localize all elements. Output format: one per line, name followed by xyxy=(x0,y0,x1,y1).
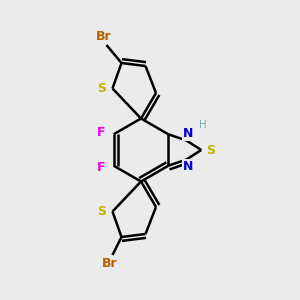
Text: N: N xyxy=(183,128,193,140)
Text: N: N xyxy=(183,160,193,172)
Text: S: S xyxy=(206,143,215,157)
Text: S: S xyxy=(98,82,106,95)
Text: F: F xyxy=(97,161,105,174)
Text: Br: Br xyxy=(102,257,117,270)
Text: Br: Br xyxy=(96,30,111,43)
Text: F: F xyxy=(97,126,105,139)
Text: S: S xyxy=(98,205,106,218)
Text: H: H xyxy=(199,120,207,130)
